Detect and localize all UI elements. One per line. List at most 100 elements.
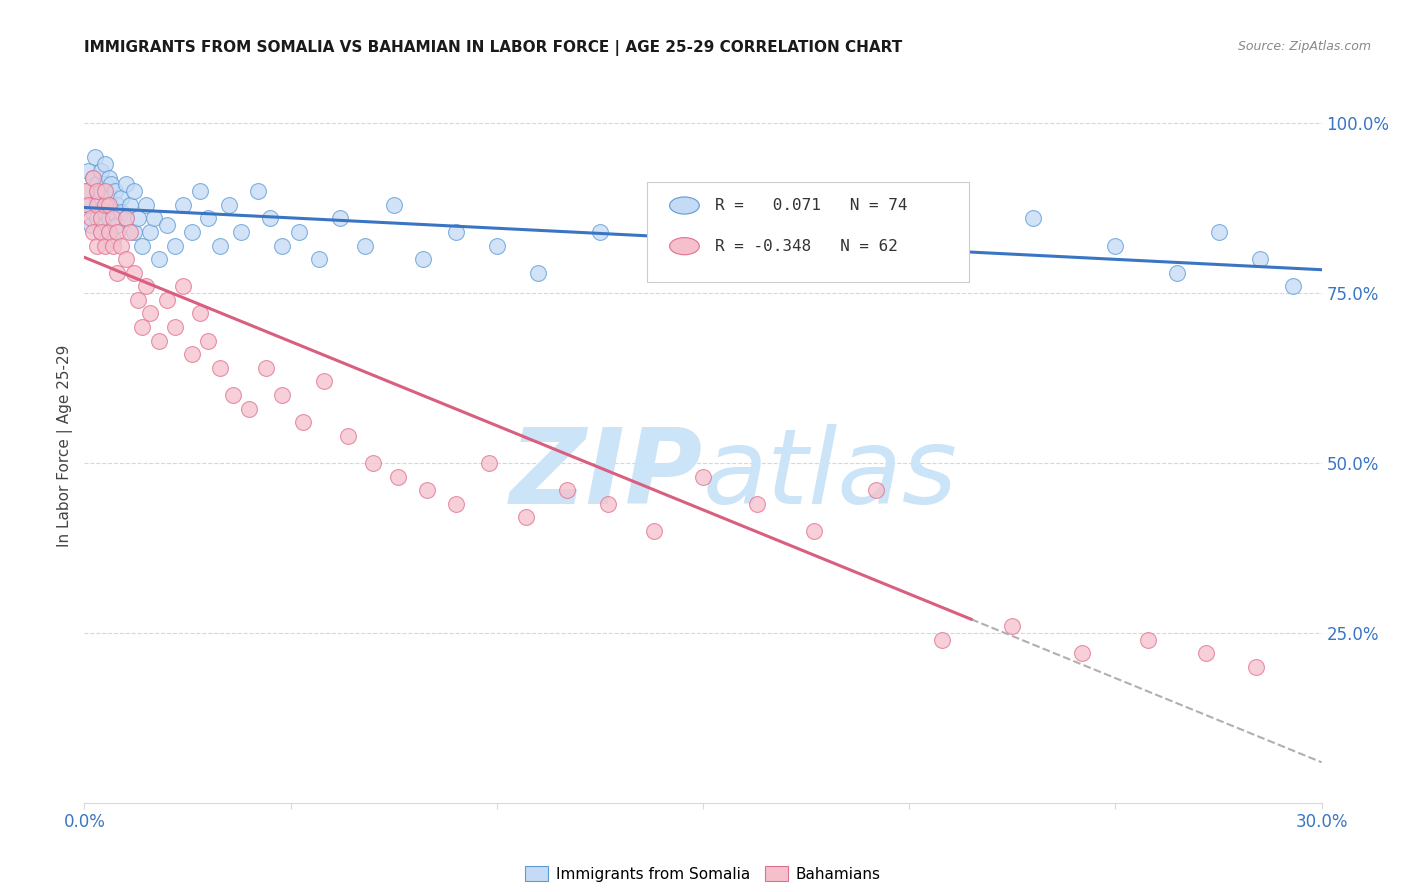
Point (110, 238, 132, 252)
Point (271, 238, 294, 252)
Point (114, 178, 136, 192)
Point (91, 204, 114, 219)
Point (98, 170, 121, 185)
Point (148, 334, 170, 348)
Point (82, 170, 104, 185)
Point (353, 238, 375, 252)
Legend: Immigrants from Somalia, Bahamians: Immigrants from Somalia, Bahamians (519, 860, 887, 888)
Point (589, 225, 612, 239)
Point (75, 184, 97, 198)
Point (94, 157, 117, 171)
Point (931, 632, 953, 647)
Point (329, 211, 352, 226)
Point (1001, 619, 1024, 633)
Point (312, 375, 335, 389)
Point (104, 184, 127, 198)
Point (82, 204, 104, 219)
Point (94, 218, 117, 232)
Point (127, 293, 149, 307)
Point (90, 225, 112, 239)
Point (197, 211, 219, 226)
Point (105, 225, 128, 239)
Point (172, 279, 194, 293)
Point (172, 198, 194, 212)
Point (288, 225, 311, 239)
Point (103, 211, 125, 226)
Point (713, 211, 735, 226)
Point (643, 524, 665, 538)
Point (122, 266, 145, 280)
Point (90, 163, 112, 178)
Point (271, 388, 294, 402)
Point (103, 238, 125, 252)
Point (515, 510, 537, 524)
Point (527, 266, 550, 280)
Point (79, 218, 101, 232)
Point (485, 238, 508, 252)
Point (412, 252, 434, 266)
Point (254, 360, 277, 375)
Point (246, 184, 269, 198)
Text: R = -0.348   N = 62: R = -0.348 N = 62 (716, 239, 898, 253)
Point (939, 252, 962, 266)
Point (135, 279, 157, 293)
Point (103, 232, 125, 246)
Point (1104, 238, 1126, 252)
Point (1137, 632, 1160, 647)
Point (1022, 211, 1045, 226)
Text: R =   0.071   N = 74: R = 0.071 N = 74 (716, 198, 908, 213)
Point (139, 225, 162, 239)
Text: IMMIGRANTS FROM SOMALIA VS BAHAMIAN IN LABOR FORCE | AGE 25-29 CORRELATION CHART: IMMIGRANTS FROM SOMALIA VS BAHAMIAN IN L… (84, 40, 903, 56)
Point (94, 184, 117, 198)
Point (180, 225, 202, 239)
Point (218, 198, 240, 212)
Point (122, 184, 145, 198)
Point (1195, 646, 1218, 660)
Point (96, 198, 118, 212)
Circle shape (669, 197, 699, 214)
Point (135, 198, 157, 212)
Point (94, 198, 117, 212)
Point (86, 184, 108, 198)
Point (114, 211, 136, 226)
FancyBboxPatch shape (647, 182, 969, 282)
Point (98, 198, 121, 212)
Point (692, 469, 714, 483)
Point (188, 184, 211, 198)
Point (651, 252, 673, 266)
Point (110, 191, 132, 205)
Point (1244, 660, 1267, 674)
Point (86, 191, 108, 205)
Point (94, 238, 117, 252)
Point (114, 252, 136, 266)
Point (98, 225, 121, 239)
Point (90, 184, 112, 198)
Point (114, 211, 136, 226)
Point (98, 191, 121, 205)
Point (82, 225, 104, 239)
Point (105, 266, 128, 280)
Point (86, 211, 108, 226)
Point (1249, 252, 1271, 266)
Text: Source: ZipAtlas.com: Source: ZipAtlas.com (1237, 40, 1371, 54)
Point (415, 483, 437, 498)
Point (105, 218, 128, 232)
Point (82, 170, 104, 185)
Point (229, 225, 252, 239)
Point (156, 218, 179, 232)
Point (382, 198, 405, 212)
Point (775, 238, 797, 252)
Point (444, 497, 467, 511)
Point (118, 198, 141, 212)
Point (156, 293, 179, 307)
Point (131, 320, 153, 334)
Point (77, 163, 100, 178)
Point (197, 334, 219, 348)
Point (83, 150, 105, 164)
Point (148, 252, 170, 266)
Point (127, 211, 149, 226)
Point (90, 211, 112, 226)
Point (100, 178, 122, 192)
Point (387, 469, 409, 483)
Point (188, 306, 211, 320)
